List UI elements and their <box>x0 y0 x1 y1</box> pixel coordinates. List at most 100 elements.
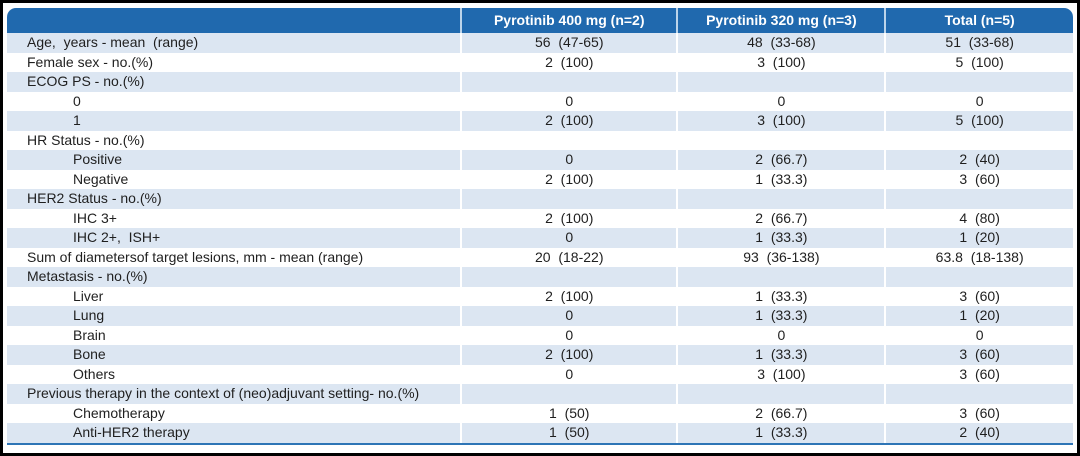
value-cell: 0 <box>460 91 677 111</box>
row-label-cell: ECOG PS - no.(%) <box>7 72 461 92</box>
table-row: Metastasis - no.(%) <box>7 267 1073 287</box>
row-label-cell: Lung <box>7 306 461 326</box>
value-cell: 1 (50) <box>460 403 677 423</box>
table-row: IHC 2+, ISH+ 0 1 (33.3) 1 (20) <box>7 228 1073 248</box>
row-label-cell: Bone <box>7 345 461 365</box>
value-cell: 2 (100) <box>460 52 677 72</box>
table-body: Age, years - mean (range) 56 (47-65) 48 (3… <box>7 33 1073 443</box>
value-cell: 1 (33.3) <box>676 228 885 248</box>
row-label-cell: 0 <box>7 91 461 111</box>
value-cell <box>884 72 1073 92</box>
row-label-cell: HER2 Status - no.(%) <box>7 189 461 209</box>
value-cell: 0 <box>460 306 677 326</box>
row-label-cell: 1 <box>7 111 461 131</box>
value-cell: 1 (20) <box>884 228 1073 248</box>
row-label-cell: Negative <box>7 169 461 189</box>
value-cell <box>460 72 677 92</box>
baseline-characteristics-table: Pyrotinib 400 mg (n=2) Pyrotinib 320 mg … <box>7 8 1073 445</box>
row-label-cell: IHC 2+, ISH+ <box>7 228 461 248</box>
table-row: Chemotherapy 1 (50) 2 (66.7) 3 (60) <box>7 403 1073 423</box>
value-cell: 2 (66.7) <box>676 208 885 228</box>
row-label-cell: Female sex - no.(%) <box>7 52 461 72</box>
value-cell: 20 (18-22) <box>460 247 677 267</box>
value-cell: 3 (100) <box>676 111 885 131</box>
value-cell: 3 (60) <box>884 403 1073 423</box>
value-cell <box>676 130 885 150</box>
table-row: Age, years - mean (range) 56 (47-65) 48 (3… <box>7 33 1073 53</box>
value-cell <box>884 267 1073 287</box>
value-cell: 1 (50) <box>460 423 677 443</box>
value-cell: 48 (33-68) <box>676 33 885 53</box>
value-cell <box>460 384 677 404</box>
value-cell: 0 <box>460 364 677 384</box>
value-cell: 0 <box>460 150 677 170</box>
value-cell: 2 (100) <box>460 286 677 306</box>
value-cell <box>676 72 885 92</box>
table-row: Brain 0 0 0 <box>7 325 1073 345</box>
row-label-cell: Age, years - mean (range) <box>7 33 461 53</box>
value-cell: 2 (66.7) <box>676 403 885 423</box>
value-cell: 3 (60) <box>884 345 1073 365</box>
table-row: Others 0 3 (100) 3 (60) <box>7 364 1073 384</box>
value-cell: 1 (33.3) <box>676 286 885 306</box>
row-label-cell: Anti-HER2 therapy <box>7 423 461 443</box>
value-cell: 56 (47-65) <box>460 33 677 53</box>
row-label-cell: Metastasis - no.(%) <box>7 267 461 287</box>
value-cell: 2 (66.7) <box>676 150 885 170</box>
value-cell: 1 (33.3) <box>676 345 885 365</box>
table-row: HR Status - no.(%) <box>7 130 1073 150</box>
row-label-cell: Liver <box>7 286 461 306</box>
value-cell: 0 <box>676 91 885 111</box>
column-header-pyrotinib-400: Pyrotinib 400 mg (n=2) <box>460 8 677 33</box>
table-row: Bone 2 (100) 1 (33.3) 3 (60) <box>7 345 1073 365</box>
value-cell <box>460 130 677 150</box>
value-cell: 1 (33.3) <box>676 306 885 326</box>
value-cell: 3 (60) <box>884 364 1073 384</box>
value-cell: 63.8 (18-138) <box>884 247 1073 267</box>
header-row: Pyrotinib 400 mg (n=2) Pyrotinib 320 mg … <box>7 8 1073 33</box>
table-row: Lung 0 1 (33.3) 1 (20) <box>7 306 1073 326</box>
table-row: Negative 2 (100) 1 (33.3) 3 (60) <box>7 169 1073 189</box>
value-cell: 93 (36-138) <box>676 247 885 267</box>
value-cell: 3 (100) <box>676 52 885 72</box>
value-cell: 1 (33.3) <box>676 169 885 189</box>
value-cell: 2 (100) <box>460 169 677 189</box>
column-header-empty <box>7 8 461 33</box>
value-cell: 51 (33-68) <box>884 33 1073 53</box>
row-label-cell: Positive <box>7 150 461 170</box>
row-label-cell: Chemotherapy <box>7 403 461 423</box>
table-row: Positive 0 2 (66.7) 2 (40) <box>7 150 1073 170</box>
value-cell: 0 <box>676 325 885 345</box>
table-row: IHC 3+ 2 (100) 2 (66.7) 4 (80) <box>7 208 1073 228</box>
value-cell: 3 (60) <box>884 286 1073 306</box>
row-label-cell: Brain <box>7 325 461 345</box>
row-label-cell: Others <box>7 364 461 384</box>
value-cell: 0 <box>460 228 677 248</box>
value-cell: 0 <box>884 325 1073 345</box>
table-row: Anti-HER2 therapy 1 (50) 1 (33.3) 2 (40) <box>7 423 1073 443</box>
value-cell: 5 (100) <box>884 111 1073 131</box>
value-cell: 2 (40) <box>884 423 1073 443</box>
row-label-cell: IHC 3+ <box>7 208 461 228</box>
value-cell: 5 (100) <box>884 52 1073 72</box>
value-cell <box>676 189 885 209</box>
table-row: Previous therapy in the context of (neo)… <box>7 384 1073 404</box>
value-cell <box>676 384 885 404</box>
value-cell <box>884 189 1073 209</box>
table-row: Liver 2 (100) 1 (33.3) 3 (60) <box>7 286 1073 306</box>
value-cell: 1 (20) <box>884 306 1073 326</box>
value-cell: 0 <box>460 325 677 345</box>
row-label-cell: Previous therapy in the context of (neo)… <box>7 384 461 404</box>
column-header-total: Total (n=5) <box>884 8 1073 33</box>
table-row: HER2 Status - no.(%) <box>7 189 1073 209</box>
table-row: Female sex - no.(%) 2 (100) 3 (100) 5 (100) <box>7 52 1073 72</box>
table-row: Sum of diametersof target lesions, mm - … <box>7 247 1073 267</box>
value-cell <box>676 267 885 287</box>
value-cell: 2 (100) <box>460 111 677 131</box>
column-header-pyrotinib-320: Pyrotinib 320 mg (n=3) <box>676 8 885 33</box>
row-label-cell: HR Status - no.(%) <box>7 130 461 150</box>
value-cell: 0 <box>884 91 1073 111</box>
